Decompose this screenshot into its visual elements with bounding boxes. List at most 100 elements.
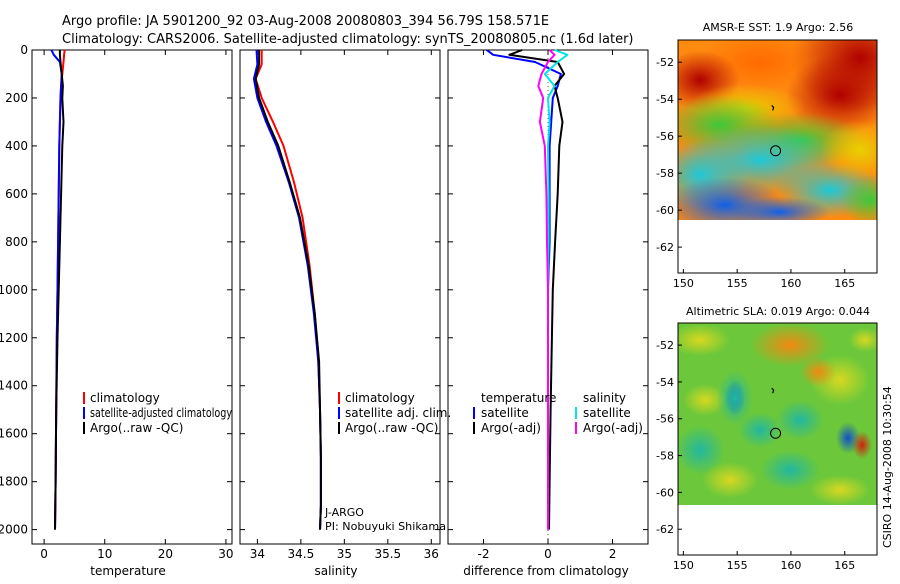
y-tick-label: 600 [5, 187, 28, 201]
difference-x-axis: -2 0 2 [477, 50, 616, 561]
x-tick-label: 0 [544, 547, 552, 561]
sla-markers [770, 387, 782, 439]
y-tick-label: 200 [5, 91, 28, 105]
salinity-legend: climatology satellite adj. clim. Argo(..… [338, 391, 451, 435]
legend-label-climatology: climatology [90, 391, 160, 405]
x-tick-label: 10 [97, 547, 112, 561]
y-tick-label: 800 [5, 235, 28, 249]
legend-label-sal-argo: Argo(-adj) [583, 421, 643, 435]
temperature-axes-frame [31, 49, 233, 545]
sst-map-panel: AMSR-E SST: 1.9 Argo: 2.56 150 155 160 165 -… [656, 21, 878, 290]
legend-label-satellite-adjusted: satellite-adjusted climatology [90, 406, 232, 420]
legend-label-satellite-adj: satellite adj. clim. [345, 406, 451, 420]
legend-label-sal-satellite: satellite [583, 406, 631, 420]
salinity-series [252, 49, 322, 530]
y-tick-label: -58 [656, 450, 674, 463]
temperature-panel: 0 200 400 600 800 1000 1200 1400 1600 1800 2000 0 1… [0, 43, 234, 578]
sst-no-data-area [678, 220, 877, 273]
temperature-y-axis: 0 200 400 600 800 1000 1200 1400 1600 1800 2000 [0, 43, 232, 537]
legend-title-salinity: salinity [583, 391, 626, 405]
temperature-series [50, 49, 66, 530]
y-tick-label: -60 [656, 204, 674, 217]
y-tick-label: -52 [656, 56, 674, 69]
sla-map-title: Altimetric SLA: 0.019 Argo: 0.044 [686, 305, 870, 318]
y-tick-label: 2000 [0, 523, 28, 537]
y-tick-label: -56 [656, 130, 674, 143]
salinity-x-axis: 34 34.5 35 35.5 36 [250, 50, 439, 561]
float-track-mark [771, 104, 775, 111]
x-tick-label: 160 [780, 559, 801, 572]
salinity-axes-frame [239, 49, 441, 545]
legend-label-temp-satellite: satellite [481, 406, 529, 420]
x-tick-label: 35.5 [374, 547, 401, 561]
salinity-panel: 34 34.5 35 35.5 36 salinity climatology sate… [239, 49, 451, 578]
series-line-argo-raw-qc [54, 50, 65, 530]
difference-panel: -2 0 2 difference from climatology tempera… [447, 49, 649, 578]
sla-map-panel: Altimetric SLA: 0.019 Argo: 0.044 150 155… [656, 305, 878, 572]
x-tick-label: 20 [158, 547, 173, 561]
difference-series [486, 49, 569, 530]
x-tick-label: 155 [727, 277, 748, 290]
y-tick-label: 1800 [0, 475, 28, 489]
sst-heatmap [678, 40, 877, 220]
x-tick-label: 2 [609, 547, 617, 561]
legend-label-argo: Argo(..raw -QC) [345, 421, 438, 435]
argo-position-marker [770, 427, 782, 439]
difference-y-axis [448, 49, 648, 531]
argo-position-marker [770, 145, 782, 157]
difference-x-label: difference from climatology [463, 564, 629, 578]
salinity-y-axis [240, 49, 440, 531]
temperature-x-axis: 0 10 20 30 [40, 50, 234, 561]
y-tick-label: -52 [656, 339, 674, 352]
sst-map-title: AMSR-E SST: 1.9 Argo: 2.56 [703, 21, 854, 34]
x-tick-label: 155 [727, 559, 748, 572]
legend-label-argo: Argo(..raw -QC) [90, 421, 183, 435]
x-tick-label: 34.5 [288, 547, 315, 561]
x-tick-label: 35 [337, 547, 352, 561]
y-tick-label: -58 [656, 167, 674, 180]
legend-title-temperature: temperature [481, 391, 556, 405]
pi-label: PI: Nobuyuki Shikama [325, 520, 446, 533]
y-tick-label: 400 [5, 139, 28, 153]
y-tick-label: -60 [656, 486, 674, 499]
y-tick-label: -62 [656, 241, 674, 254]
salinity-x-label: salinity [314, 564, 357, 578]
sla-heatmap [678, 323, 877, 505]
series-line-temperature-argo-adj [508, 49, 566, 530]
y-tick-label: -56 [656, 413, 674, 426]
difference-legend: temperature salinity satellite Argo(-adj… [473, 391, 643, 435]
y-tick-label: 1200 [0, 331, 28, 345]
header-line2: Climatology: CARS2006. Satellite-adjuste… [62, 32, 634, 47]
x-tick-label: 165 [834, 277, 855, 290]
program-label: J-ARGO [324, 506, 364, 519]
y-tick-label: 0 [20, 43, 28, 57]
sla-axes: 150 155 160 165 -52 -54 -56 -58 -60 -62 [656, 339, 855, 572]
temperature-legend: climatology satellite-adjusted climatolo… [83, 391, 232, 435]
y-tick-label: 1400 [0, 379, 28, 393]
y-tick-label: -54 [656, 376, 674, 389]
series-line-salinity-argo-adj [537, 49, 556, 530]
x-tick-label: 160 [780, 277, 801, 290]
legend-label-climatology: climatology [345, 391, 415, 405]
y-tick-label: 1600 [0, 427, 28, 441]
x-tick-label: -2 [477, 547, 489, 561]
credit-stamp: CSIRO 14-Aug-2008 10:30:54 [881, 386, 894, 548]
sla-no-data-area [678, 505, 877, 555]
x-tick-label: 0 [40, 547, 48, 561]
header-line1: Argo profile: JA 5901200_92 03-Aug-2008 … [62, 14, 549, 29]
x-tick-label: 150 [673, 559, 694, 572]
float-track-mark [771, 387, 775, 394]
y-tick-label: -54 [656, 93, 674, 106]
x-tick-label: 165 [834, 559, 855, 572]
temperature-x-label: temperature [90, 564, 165, 578]
y-tick-label: -62 [656, 523, 674, 536]
x-tick-label: 34 [250, 547, 265, 561]
x-tick-label: 36 [424, 547, 439, 561]
sla-axes-frame [677, 322, 878, 556]
y-tick-label: 1000 [0, 283, 28, 297]
x-tick-label: 30 [218, 547, 233, 561]
series-line-argo-raw-qc [254, 50, 322, 530]
sst-markers [770, 104, 782, 157]
legend-label-temp-argo: Argo(-adj) [481, 421, 541, 435]
